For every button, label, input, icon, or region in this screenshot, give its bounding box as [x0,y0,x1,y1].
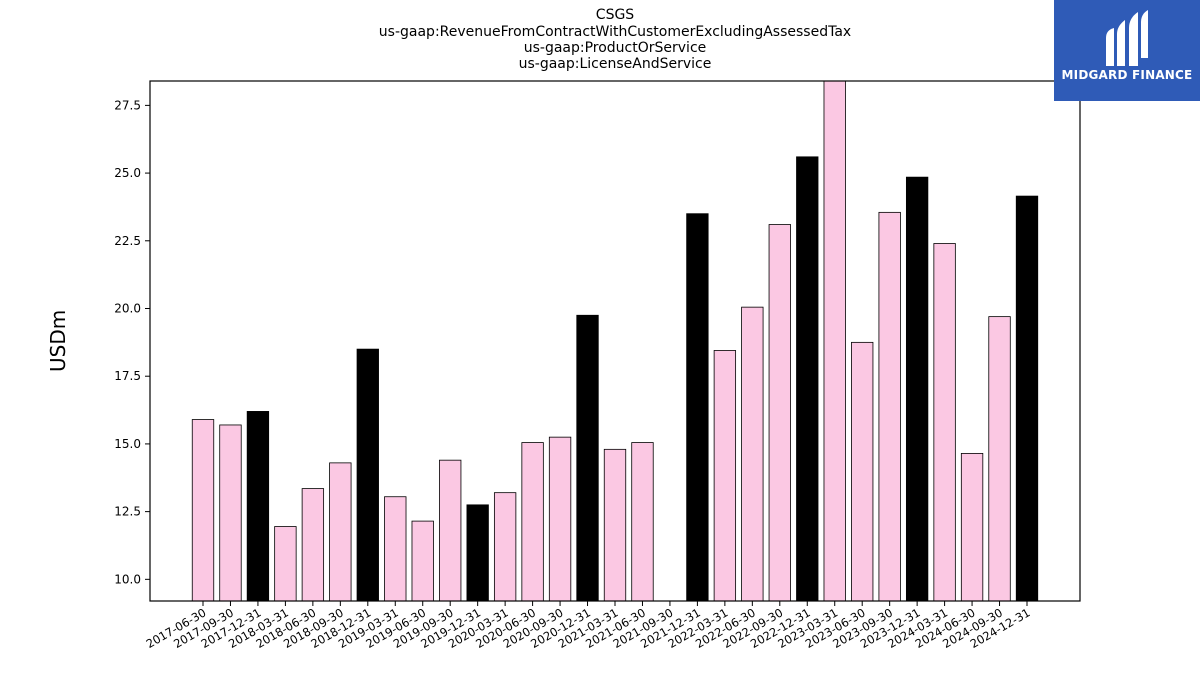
logo-text: MIDGARD FINANCE [1061,68,1193,82]
bar-2018-09-30 [329,462,352,602]
bar-2023-06-30 [851,341,874,602]
bar-2021-03-31 [603,448,627,602]
y-tick-label-17.5: 17.5 [114,369,141,383]
bar-2017-09-30 [219,424,242,602]
midgard-finance-logo: MIDGARD FINANCE [1054,0,1200,101]
bar-2023-12-31 [905,176,929,602]
bar-2017-12-31 [246,411,270,602]
bar-2022-03-31 [713,350,737,602]
bar-2024-06-30 [960,452,984,602]
x-axis: 2017-06-302017-09-302017-12-312018-03-31… [144,601,1033,651]
bar-2024-03-31 [933,243,956,602]
bar-2022-12-31 [796,156,819,602]
y-tick-label-22.5: 22.5 [114,234,141,248]
y-tick-label-27.5: 27.5 [114,98,141,112]
bar-2019-12-31 [466,504,489,602]
bar-2022-06-30 [741,306,764,602]
bar-2023-03-31 [823,80,846,602]
bar-2018-03-31 [274,526,297,602]
bar-2019-06-30 [411,520,434,602]
bar-2020-09-30 [548,436,572,602]
y-tick-label-15.0: 15.0 [114,437,141,451]
midgard-logo-icon [1106,10,1148,66]
bar-2017-06-30 [191,419,215,602]
chart-title-line-4: us-gaap:LicenseAndService [518,56,712,72]
bar-2023-09-30 [878,211,901,602]
y-tick-label-20.0: 20.0 [114,302,141,316]
bars-group [191,80,1039,602]
bar-2024-12-31 [1015,195,1039,602]
bar-2024-09-30 [988,316,1011,602]
y-tick-label-25.0: 25.0 [114,166,141,180]
chart-title-line-2: us-gaap:RevenueFromContractWithCustomerE… [378,24,852,40]
bar-2020-03-31 [493,492,517,602]
bar-2018-06-30 [301,488,325,602]
y-axis: 10.0 12.5 15.0 17.5 20.0 22.5 25.0 27.5 [114,98,150,586]
bar-2020-12-31 [576,314,599,602]
bar-2021-12-31 [686,213,709,602]
bar-2019-09-30 [439,459,462,602]
y-tick-label-10.0: 10.0 [114,572,141,586]
bar-2018-12-31 [356,348,379,602]
bar-2020-06-30 [521,442,544,602]
bar-2021-06-30 [631,442,654,602]
bar-2022-09-30 [768,224,791,602]
y-tick-label-12.5: 12.5 [114,505,141,519]
bar-2019-03-31 [384,496,407,602]
chart-title-line-1: CSGS [595,7,635,23]
chart-title-line-3: us-gaap:ProductOrService [523,40,707,56]
